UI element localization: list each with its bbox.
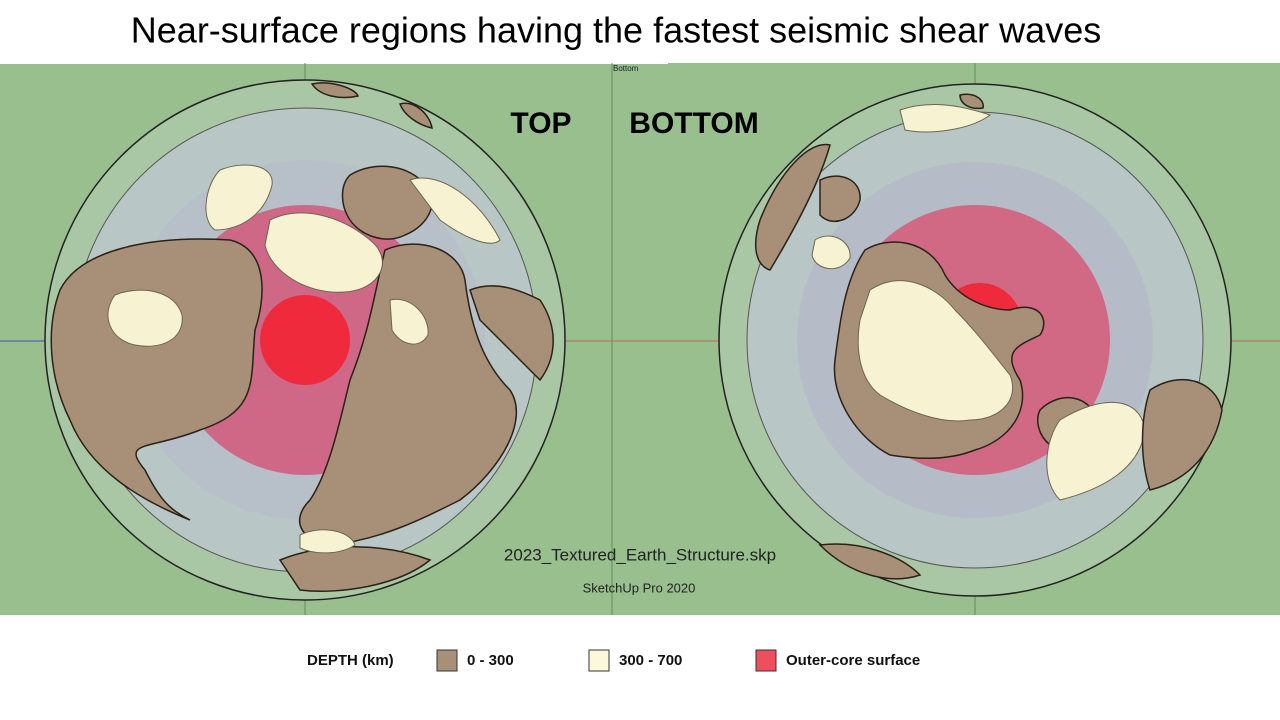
legend-swatch bbox=[436, 649, 458, 672]
view-label: TOP bbox=[510, 107, 571, 140]
viewport-label: Bottom bbox=[613, 64, 639, 73]
earth-bottom bbox=[718, 83, 1232, 597]
slide-title: Near-surface regions having the fastest … bbox=[131, 10, 1101, 51]
legend-label: 0 - 300 bbox=[467, 652, 514, 669]
legend-title: DEPTH (km) bbox=[307, 652, 394, 669]
earth-top bbox=[44, 79, 566, 601]
legend-swatch bbox=[588, 649, 610, 672]
legend-swatch bbox=[755, 649, 777, 672]
view-label: BOTTOM bbox=[629, 107, 758, 140]
file-name: 2023_Textured_Earth_Structure.skp bbox=[504, 545, 776, 564]
software-label: SketchUp Pro 2020 bbox=[583, 580, 696, 595]
legend: DEPTH (km) 0 - 300 300 - 700 Outer-core su… bbox=[307, 649, 920, 672]
legend-label: Outer-core surface bbox=[786, 652, 920, 669]
legend-label: 300 - 700 bbox=[619, 652, 682, 669]
